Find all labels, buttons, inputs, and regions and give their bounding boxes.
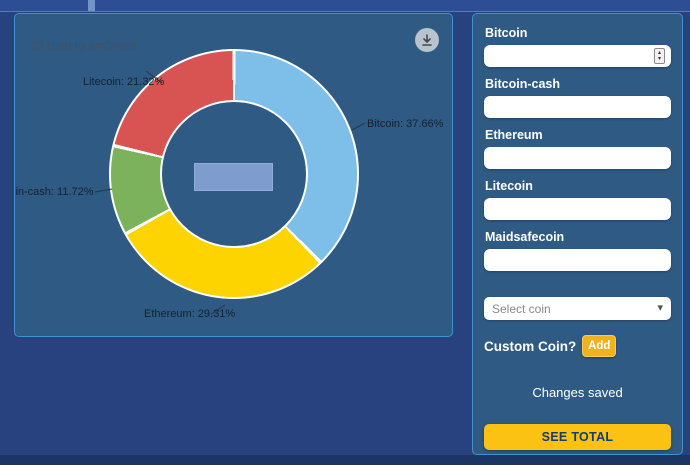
slice-label-litecoin: Litecoin: 21.32%: [83, 76, 165, 88]
number-spinner-icon[interactable]: ▴ ▾: [654, 48, 665, 64]
field-label-ethereum: Ethereum: [485, 128, 543, 142]
custom-coin-label: Custom Coin?: [484, 338, 577, 354]
litecoin-amount-input[interactable]: [484, 198, 671, 220]
download-button[interactable]: [415, 28, 439, 52]
slice-label-bitcoin-cash: Bitcoin-cash: 11.72%: [15, 186, 94, 198]
top-bar: [0, 0, 690, 12]
add-custom-coin-button[interactable]: Add: [582, 335, 617, 357]
coin-form-panel: Bitcoin ▴ ▾ Bitcoin-cash Ethereum Litecoi…: [472, 13, 683, 455]
field-label-bitcoin: Bitcoin: [485, 26, 528, 40]
field-label-litecoin: Litecoin: [485, 179, 533, 193]
slice-label-bitcoin: Bitcoin: 37.66%: [367, 118, 444, 130]
field-label-bitcoin-cash: Bitcoin-cash: [485, 77, 561, 91]
bitcoin-cash-amount-input[interactable]: [484, 96, 671, 118]
changes-saved-status: Changes saved: [532, 385, 623, 400]
chart-panel: JS chart by amCharts Litecoin: 21.32% Bi…: [14, 13, 453, 337]
coin-select-dropdown[interactable]: Select coin: [484, 297, 671, 320]
top-tab: [88, 0, 95, 11]
maidsafecoin-amount-input[interactable]: [484, 249, 671, 271]
bitcoin-amount-input[interactable]: [484, 45, 671, 67]
amcharts-watermark-link[interactable]: JS chart by amCharts: [31, 40, 137, 52]
field-label-maidsafecoin: Maidsafecoin: [485, 230, 565, 244]
slice-label-ethereum: Ethereum: 29.31%: [144, 308, 236, 320]
donut-chart[interactable]: [109, 49, 359, 299]
see-total-button[interactable]: SEE TOTAL: [484, 424, 671, 450]
bottom-bar: [0, 455, 690, 465]
ethereum-amount-input[interactable]: [484, 147, 671, 169]
chart-center-box: [194, 163, 273, 191]
download-icon: [422, 33, 432, 46]
